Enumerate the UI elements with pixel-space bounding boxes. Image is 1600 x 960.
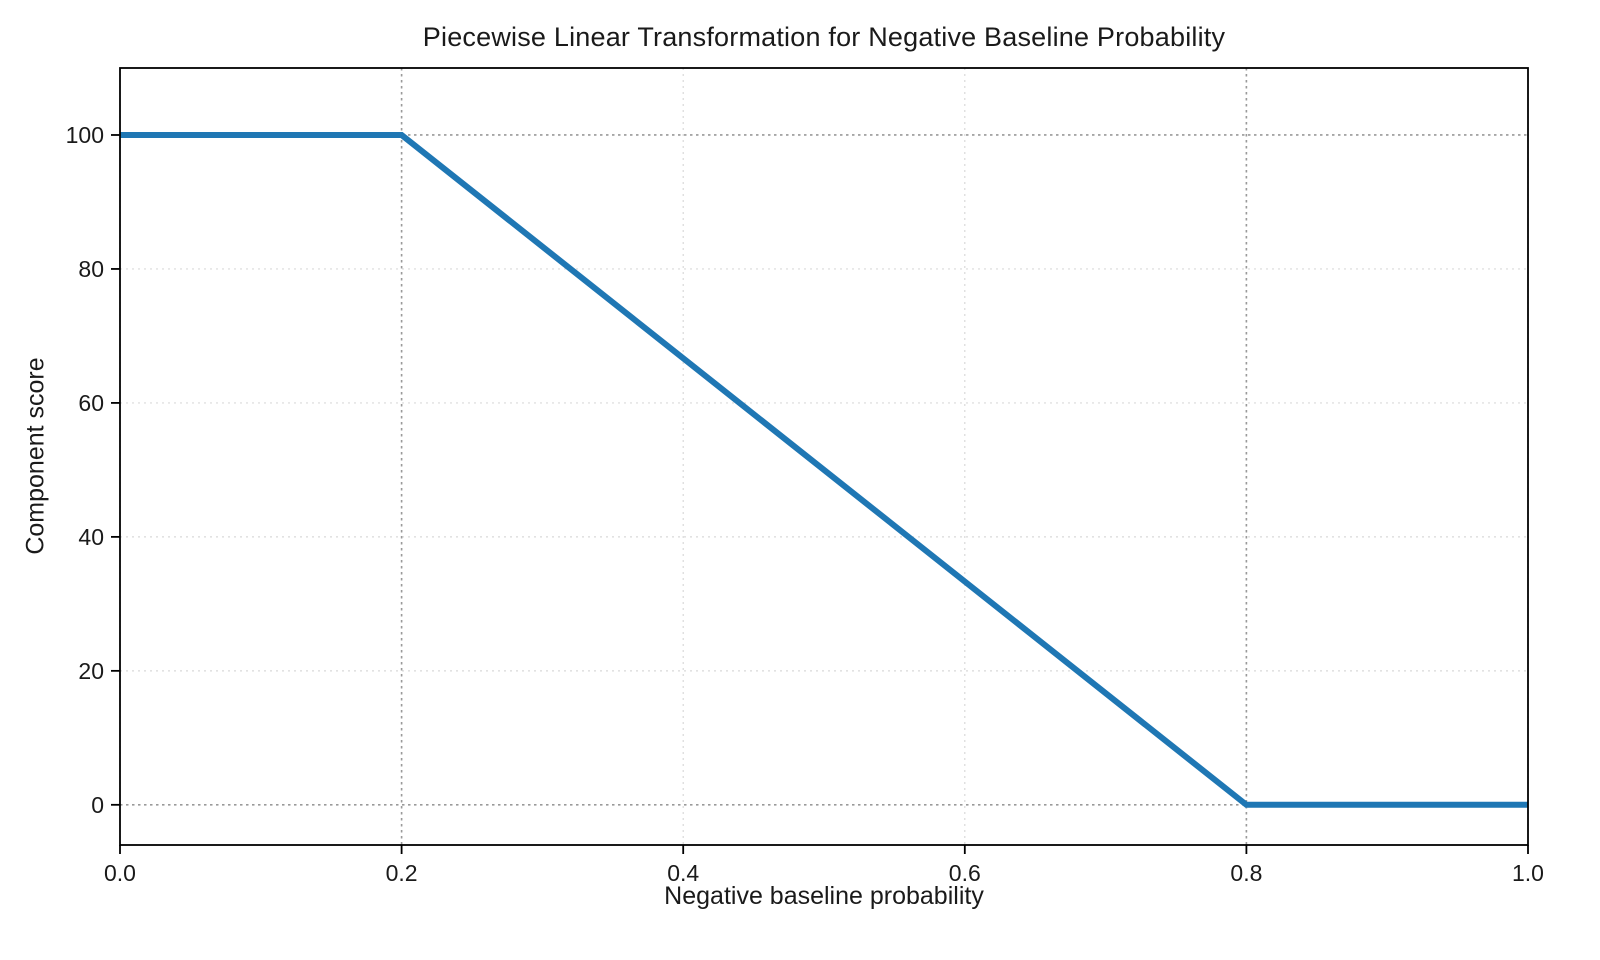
x-tick-label: 0.2 <box>386 860 418 886</box>
x-tick-label: 0.4 <box>667 860 699 886</box>
x-tick-label: 0.0 <box>104 860 136 886</box>
axes-box <box>119 67 1529 846</box>
chart-title: Piecewise Linear Transformation for Nega… <box>422 22 1226 52</box>
y-tick-label: 0 <box>91 792 104 818</box>
y-tick-label: 60 <box>78 390 104 416</box>
x-tick-label: 0.8 <box>1230 860 1262 886</box>
y-tick-label: 40 <box>78 524 104 550</box>
y-tick-label: 20 <box>78 658 104 684</box>
y-tick-label: 100 <box>66 122 104 148</box>
x-tick-label: 0.6 <box>949 860 981 886</box>
component-score-line <box>120 131 1528 808</box>
x-axis-label: Negative baseline probability <box>664 882 984 910</box>
y-tick-label: 80 <box>78 256 104 282</box>
x-tick-label: 1.0 <box>1512 860 1544 886</box>
